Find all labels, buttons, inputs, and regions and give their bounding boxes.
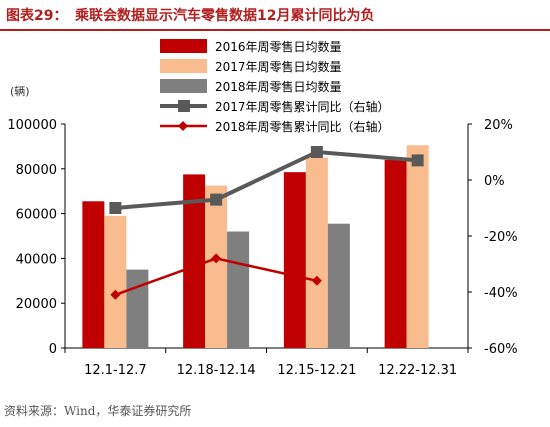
left-tick-label: 80000: [16, 163, 57, 178]
right-tick-label: -20%: [484, 230, 518, 245]
source-note: 资料来源：Wind，华泰证券研究所: [4, 404, 192, 418]
bar-2-2: [205, 185, 228, 348]
bar-2-3: [305, 157, 328, 348]
legend-label-3: 2018年周零售日均数量: [215, 79, 342, 94]
x-tick-label: 12.22-12.31: [378, 363, 457, 378]
line-2-marker-1: [110, 289, 121, 300]
figure-title: 乘联会数据显示汽车零售数据12月累计同比为负: [75, 8, 375, 24]
legend-swatch-3: [160, 79, 207, 93]
left-tick-label: 40000: [16, 252, 57, 267]
bar-1-2: [183, 174, 206, 348]
line-1-marker-1: [109, 202, 122, 214]
bar-1-4: [384, 159, 407, 348]
bar-2-4: [406, 145, 429, 348]
line-1-marker-3: [310, 146, 323, 158]
line-2-marker-2: [211, 253, 222, 264]
unit-label: (辆): [10, 84, 30, 98]
bar-1-1: [82, 201, 105, 348]
bar-2-1: [104, 215, 127, 348]
bar-3-1: [126, 269, 149, 348]
right-tick-label: -60%: [484, 342, 518, 357]
legend-label-1: 2016年周零售日均数量: [215, 39, 342, 54]
line-2-marker-3: [311, 275, 322, 286]
left-tick-label: 20000: [16, 297, 57, 312]
right-tick-label: -40%: [484, 286, 518, 301]
bar-3-3: [327, 223, 350, 348]
left-tick-label: 60000: [16, 208, 57, 223]
line-1-path: [115, 149, 418, 210]
bar-3-2: [227, 231, 250, 348]
x-tick-label: 12.15-12.21: [277, 363, 356, 378]
line-1-marker-2: [210, 193, 223, 206]
legend-label-5: 2018年周零售累计同比（右轴）: [215, 119, 390, 134]
legend-swatch-1: [160, 39, 207, 53]
x-tick-label: 12.18-12.14: [177, 363, 256, 378]
legend-label-2: 2017年周零售日均数量: [215, 59, 342, 74]
legend-marker-4: [178, 100, 190, 112]
legend-marker-5: [178, 121, 188, 131]
legend-label-4: 2017年周零售累计同比（右轴）: [215, 99, 390, 114]
left-tick-label: 100000: [7, 118, 57, 133]
left-tick-label: 0: [49, 342, 57, 357]
x-tick-label: 12.1-12.7: [84, 363, 147, 378]
bar-1-3: [283, 172, 306, 348]
line-1-marker-4: [411, 154, 424, 167]
right-tick-label: 20%: [484, 118, 513, 133]
right-tick-label: 0%: [484, 174, 505, 189]
legend-swatch-2: [160, 59, 207, 73]
figure-title-bar: 图表29： 乘联会数据显示汽车零售数据12月累计同比为负: [0, 0, 550, 31]
figure-label: 图表29：: [6, 8, 68, 24]
